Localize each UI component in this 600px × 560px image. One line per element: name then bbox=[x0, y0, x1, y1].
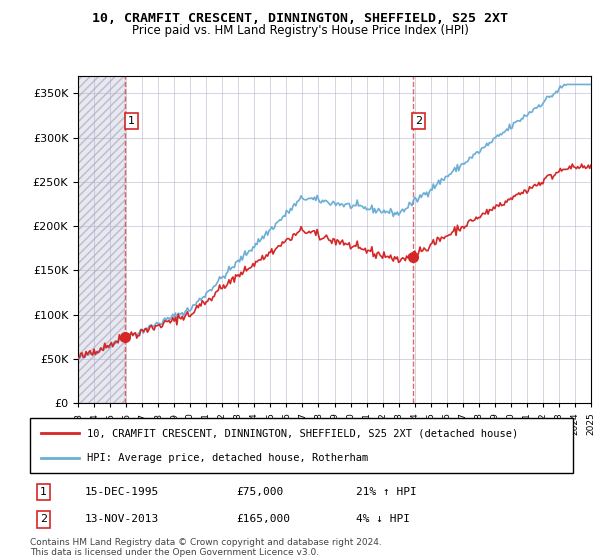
Bar bbox=[78, 76, 125, 403]
Text: 15-DEC-1995: 15-DEC-1995 bbox=[85, 487, 158, 497]
Text: 10, CRAMFIT CRESCENT, DINNINGTON, SHEFFIELD, S25 2XT: 10, CRAMFIT CRESCENT, DINNINGTON, SHEFFI… bbox=[92, 12, 508, 25]
Text: 1: 1 bbox=[40, 487, 47, 497]
Text: 1: 1 bbox=[128, 116, 135, 126]
Text: 4% ↓ HPI: 4% ↓ HPI bbox=[356, 515, 410, 524]
Text: £75,000: £75,000 bbox=[236, 487, 284, 497]
Text: 13-NOV-2013: 13-NOV-2013 bbox=[85, 515, 158, 524]
Text: 2: 2 bbox=[415, 116, 422, 126]
Text: 21% ↑ HPI: 21% ↑ HPI bbox=[356, 487, 416, 497]
Text: 2: 2 bbox=[40, 515, 47, 524]
Text: HPI: Average price, detached house, Rotherham: HPI: Average price, detached house, Roth… bbox=[87, 454, 368, 463]
Text: Contains HM Land Registry data © Crown copyright and database right 2024.
This d: Contains HM Land Registry data © Crown c… bbox=[30, 538, 382, 557]
FancyBboxPatch shape bbox=[30, 418, 573, 473]
Text: 10, CRAMFIT CRESCENT, DINNINGTON, SHEFFIELD, S25 2XT (detached house): 10, CRAMFIT CRESCENT, DINNINGTON, SHEFFI… bbox=[87, 428, 518, 438]
Text: £165,000: £165,000 bbox=[236, 515, 290, 524]
Text: Price paid vs. HM Land Registry's House Price Index (HPI): Price paid vs. HM Land Registry's House … bbox=[131, 24, 469, 37]
